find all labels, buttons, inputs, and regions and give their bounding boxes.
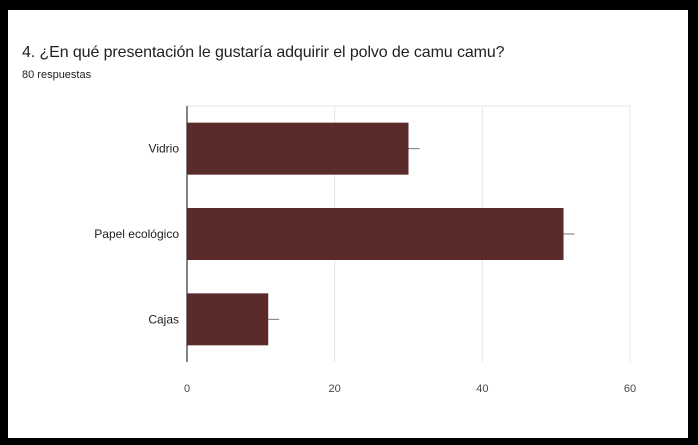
x-tick-label: 60 (624, 383, 636, 395)
category-label: Papel ecológico (94, 227, 179, 241)
x-tick-label: 40 (476, 383, 488, 395)
bar (187, 293, 269, 346)
x-tick-label: 0 (184, 383, 190, 395)
question-title: 4. ¿En qué presentación le gustaría adqu… (22, 44, 505, 61)
bar (187, 208, 564, 260)
bar-chart: 0 20 40 60 Vidrio Papel ecológico Cajas (94, 105, 636, 395)
response-count: 80 respuestas (22, 69, 92, 81)
category-label: Cajas (148, 312, 179, 326)
x-tick-label: 20 (329, 383, 341, 395)
chart-card: 4. ¿En qué presentación le gustaría adqu… (8, 10, 688, 438)
bar (187, 122, 409, 175)
category-label: Vidrio (149, 142, 180, 156)
